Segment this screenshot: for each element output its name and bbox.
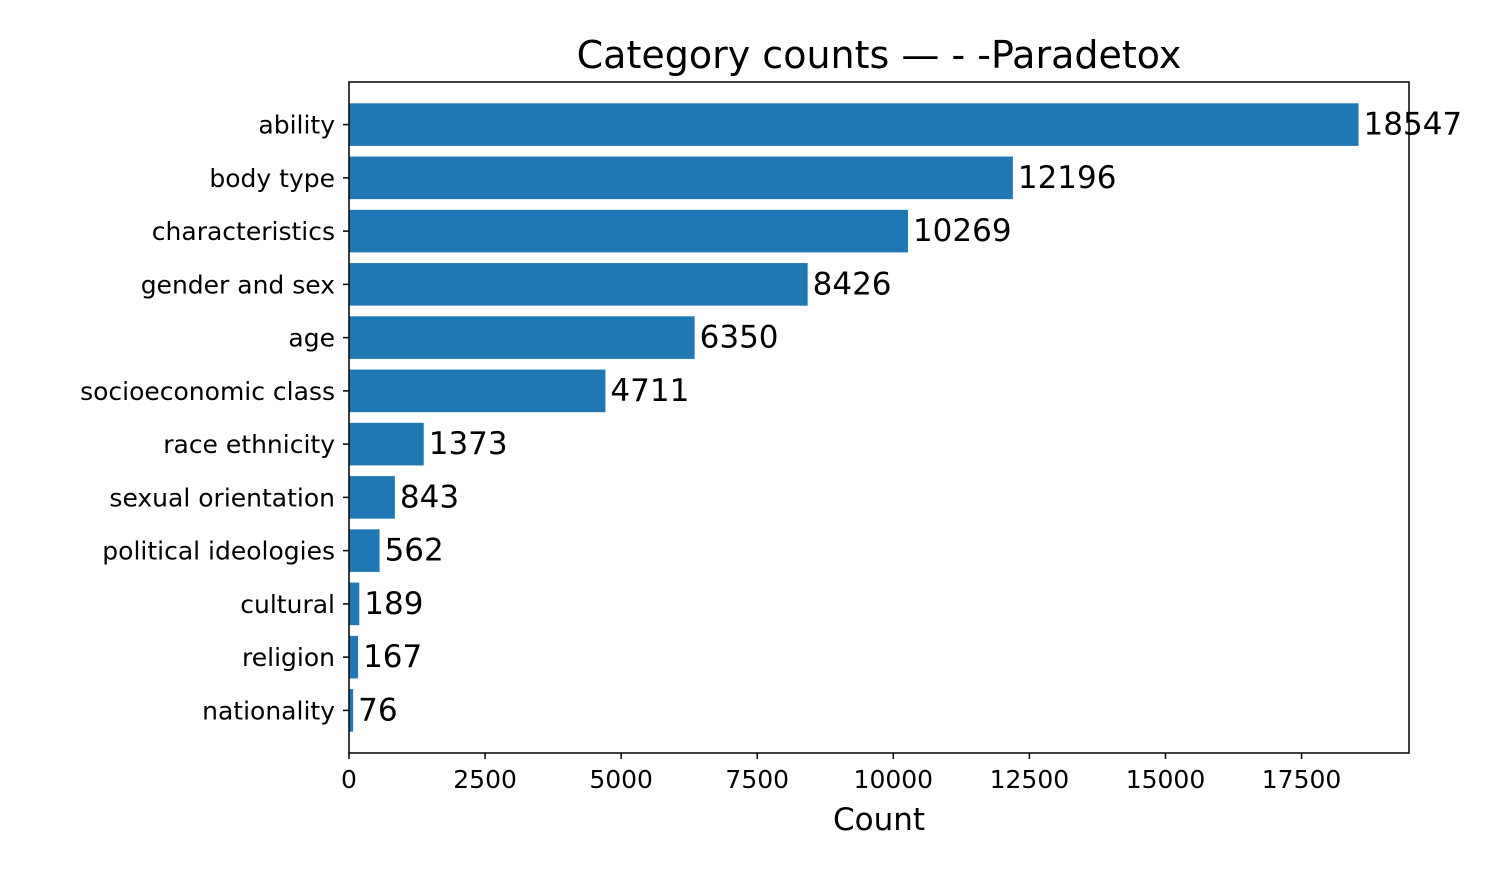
y-tick-label-3: gender and sex — [141, 270, 335, 299]
bar-1 — [349, 156, 1013, 200]
data-label-1: 12196 — [1018, 160, 1117, 196]
chart-title: Category counts — - -Paradetox — [577, 33, 1182, 77]
x-axis-label: Count — [833, 802, 925, 838]
bar-4 — [349, 316, 695, 359]
y-tick-label-5: socioeconomic class — [80, 377, 335, 406]
y-tick-label-2: characteristics — [152, 217, 335, 246]
x-tick-label-3: 7500 — [725, 765, 789, 794]
x-tick-label-4: 10000 — [854, 765, 934, 794]
y-tick-label-6: race ethnicity — [163, 430, 335, 459]
data-label-8: 562 — [385, 533, 444, 569]
data-label-3: 8426 — [813, 266, 892, 302]
bar-2 — [349, 209, 908, 253]
y-tick-label-0: ability — [258, 111, 335, 140]
x-tick-label-7: 17500 — [1262, 765, 1342, 794]
y-tick-label-8: political ideologies — [102, 537, 335, 566]
y-tick-label-1: body type — [209, 164, 335, 193]
bar-9 — [349, 582, 360, 626]
bar-3 — [349, 263, 808, 306]
x-tick-label-1: 2500 — [453, 765, 517, 794]
data-label-11: 76 — [358, 692, 397, 728]
plot-frame — [348, 81, 1410, 754]
bar-6 — [349, 422, 424, 466]
x-tick-label-0: 0 — [341, 765, 357, 794]
data-label-6: 1373 — [429, 426, 508, 462]
bar-5 — [349, 369, 606, 413]
bar-11 — [349, 689, 354, 732]
bar-0 — [349, 103, 1359, 146]
data-label-9: 189 — [364, 586, 423, 622]
y-tick-label-4: age — [288, 324, 335, 353]
bar-8 — [349, 529, 380, 572]
x-tick-label-6: 15000 — [1126, 765, 1206, 794]
bar-10 — [349, 635, 359, 679]
y-tick-label-7: sexual orientation — [109, 483, 335, 512]
data-label-10: 167 — [363, 639, 422, 675]
x-tick-label-2: 5000 — [589, 765, 653, 794]
data-label-7: 843 — [400, 479, 459, 515]
data-label-2: 10269 — [913, 213, 1012, 249]
data-label-0: 18547 — [1364, 107, 1463, 143]
data-label-4: 6350 — [700, 320, 779, 356]
y-tick-label-9: cultural — [240, 590, 335, 619]
data-label-5: 4711 — [610, 373, 689, 409]
bar-7 — [349, 476, 395, 519]
x-tick-label-5: 12500 — [990, 765, 1070, 794]
y-tick-label-11: nationality — [202, 696, 335, 725]
y-tick-label-10: religion — [242, 643, 335, 672]
plot-area: ability 18547 body type 12196 characteristic… — [80, 103, 1462, 794]
